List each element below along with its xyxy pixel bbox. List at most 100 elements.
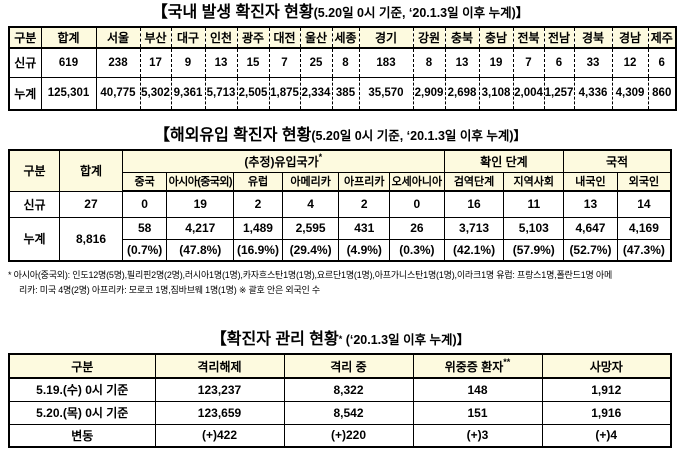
domestic-title-sub: (5.20일 0시 기준, ‘20.1.3일 이후 누계)】 [313, 6, 529, 20]
data-cell: 860 [647, 76, 677, 111]
data-cell: 12 [611, 47, 649, 78]
data-cell: 4,169 [616, 216, 672, 240]
management-title-footnote-mark: * [338, 334, 343, 344]
management-header-row: 구분 격리해제 격리 중 위중증 환자** 사망자 [8, 353, 672, 379]
imported-subheader-row: 중국 아시아(중국외) 유럽 아메리카 아프리카 오세아니아 검역단계 지역사회… [9, 171, 672, 192]
data-cell: 4 [281, 190, 340, 218]
corner-cell: 구분 [8, 353, 156, 379]
data-cell: 13 [563, 190, 618, 218]
header-cell: 아프리카 [338, 171, 391, 192]
header-cell: 경북 [573, 26, 613, 49]
data-cell: 9 [170, 47, 206, 78]
inflow-group-label: (추정)유입국가 [244, 154, 319, 169]
data-cell: 1,257 [543, 76, 575, 111]
data-cell: 16 [443, 190, 505, 218]
case-management-table: 구분 격리해제 격리 중 위중증 환자** 사망자 5.19.(수) 0시 기준… [8, 353, 672, 448]
data-cell: 123,659 [154, 400, 285, 425]
data-cell: 11 [503, 190, 565, 218]
header-cell: 광주 [236, 26, 270, 49]
percent-cell: (57.9%) [503, 238, 565, 262]
data-cell: 0 [389, 190, 445, 218]
imported-table-title: 【해외유입 확진자 현황(5.20일 0시 기준, ‘20.1.3일 이후 누계… [8, 126, 672, 146]
domestic-cumulative-row: 누계 125,301 40,775 5,302 9,361 5,713 2,50… [8, 76, 677, 111]
management-title-sub: (‘20.1.3일 이후 누계)】 [342, 333, 470, 347]
data-cell: 8 [412, 47, 446, 78]
data-cell: 7 [512, 47, 545, 78]
data-cell: (+)220 [283, 423, 414, 448]
inflow-group-footnote-mark: * [318, 151, 323, 162]
management-row-change: 변동 (+)422 (+)220 (+)3 (+)4 [8, 423, 672, 448]
header-cell: 지역사회 [503, 171, 565, 192]
imported-cumulative-percent-row: (0.7%) (47.8%) (16.9%) (29.4%) (4.9%) (0… [9, 238, 672, 262]
severe-patients-header: 위중증 환자** [412, 353, 543, 379]
header-cell: 전남 [543, 26, 575, 49]
data-cell: 15 [236, 47, 270, 78]
data-cell: 4,217 [166, 216, 235, 240]
percent-cell: (0.3%) [389, 238, 445, 262]
data-cell: 619 [40, 47, 97, 78]
severe-patients-label: 위중증 환자 [444, 359, 504, 374]
header-cell: 충남 [478, 26, 514, 49]
corner-cell: 구분 [8, 149, 61, 192]
data-cell: 5,302 [139, 76, 172, 111]
corner-cell: 구분 [8, 26, 42, 49]
data-cell: 40,775 [95, 76, 141, 111]
row-label: 누계 [8, 76, 42, 111]
header-cell: 사망자 [541, 353, 672, 379]
data-cell: 5,103 [503, 216, 565, 240]
data-cell: 8,322 [283, 377, 414, 402]
data-cell: 148 [412, 377, 543, 402]
data-cell: 35,570 [358, 76, 414, 111]
data-cell: 2,334 [299, 76, 333, 111]
data-cell: 2,505 [236, 76, 270, 111]
domestic-header-row: 구분 합계 서울 부산 대구 인천 광주 대전 울산 세종 경기 강원 충북 충… [8, 26, 677, 49]
header-cell: 합계 [40, 26, 97, 49]
management-section: 【확진자 관리 현황* (‘20.1.3일 이후 누계)】 구분 격리해제 격리… [8, 330, 672, 448]
data-cell: (+)3 [412, 423, 543, 448]
row-label: 신규 [8, 47, 42, 78]
header-cell: 격리해제 [154, 353, 285, 379]
header-cell: 전북 [512, 26, 545, 49]
total-header-cell: 합계 [59, 149, 123, 192]
percent-cell: (42.1%) [443, 238, 505, 262]
data-cell: 13 [444, 47, 480, 78]
data-cell: 17 [139, 47, 172, 78]
imported-cumulative-count-row: 누계 8,816 58 4,217 1,489 2,595 431 26 3,7… [8, 216, 672, 262]
data-cell: 1,916 [541, 400, 672, 425]
header-cell: 검역단계 [443, 171, 505, 192]
data-cell: 2 [233, 190, 283, 218]
data-cell: 1,489 [233, 216, 283, 240]
data-cell: 2,595 [281, 216, 340, 240]
percent-cell: (0.7%) [121, 238, 168, 262]
data-cell: 6 [647, 47, 677, 78]
row-label: 신규 [8, 190, 61, 218]
data-cell: 19 [478, 47, 514, 78]
percent-cell: (29.4%) [281, 238, 340, 262]
imported-group-header-row: 구분 합계 (추정)유입국가* 확인 단계 국적 [8, 149, 672, 192]
management-row-0520: 5.20.(목) 0시 기준 123,659 8,542 151 1,916 [8, 400, 672, 425]
header-cell: 아시아(중국외) [166, 171, 235, 192]
data-cell: 4,309 [611, 76, 649, 111]
inflow-country-group-header: (추정)유입국가* [121, 149, 445, 173]
header-cell: 충북 [444, 26, 480, 49]
data-cell: (+)422 [154, 423, 285, 448]
management-row-0519: 5.19.(수) 0시 기준 123,237 8,322 148 1,912 [8, 377, 672, 402]
header-cell: 외국인 [616, 171, 672, 192]
data-cell: 9,361 [170, 76, 206, 111]
domestic-cases-table: 구분 합계 서울 부산 대구 인천 광주 대전 울산 세종 경기 강원 충북 충… [8, 26, 677, 111]
domestic-new-row: 신규 619 238 17 9 13 15 7 25 8 183 8 13 19… [8, 47, 677, 78]
page: 【국내 발생 확진자 현황(5.20일 0시 기준, ‘20.1.3일 이후 누… [8, 4, 677, 448]
data-cell: 7 [268, 47, 301, 78]
data-cell: 2,909 [412, 76, 446, 111]
data-cell: 3,713 [443, 216, 505, 240]
data-cell: 2 [338, 190, 391, 218]
header-cell: 인천 [204, 26, 238, 49]
footnote-line-2: 리카: 미국 4명(2명) 아프리카: 모로코 1명,짐바브웨 1명(1명) ※… [19, 285, 321, 295]
total-cell: 8,816 [59, 216, 123, 262]
data-cell: 4,647 [563, 216, 618, 240]
data-cell: 238 [95, 47, 141, 78]
header-cell: 오세아니아 [389, 171, 445, 192]
header-cell: 경기 [358, 26, 414, 49]
data-cell: 58 [121, 216, 168, 240]
data-cell: 5,713 [204, 76, 238, 111]
